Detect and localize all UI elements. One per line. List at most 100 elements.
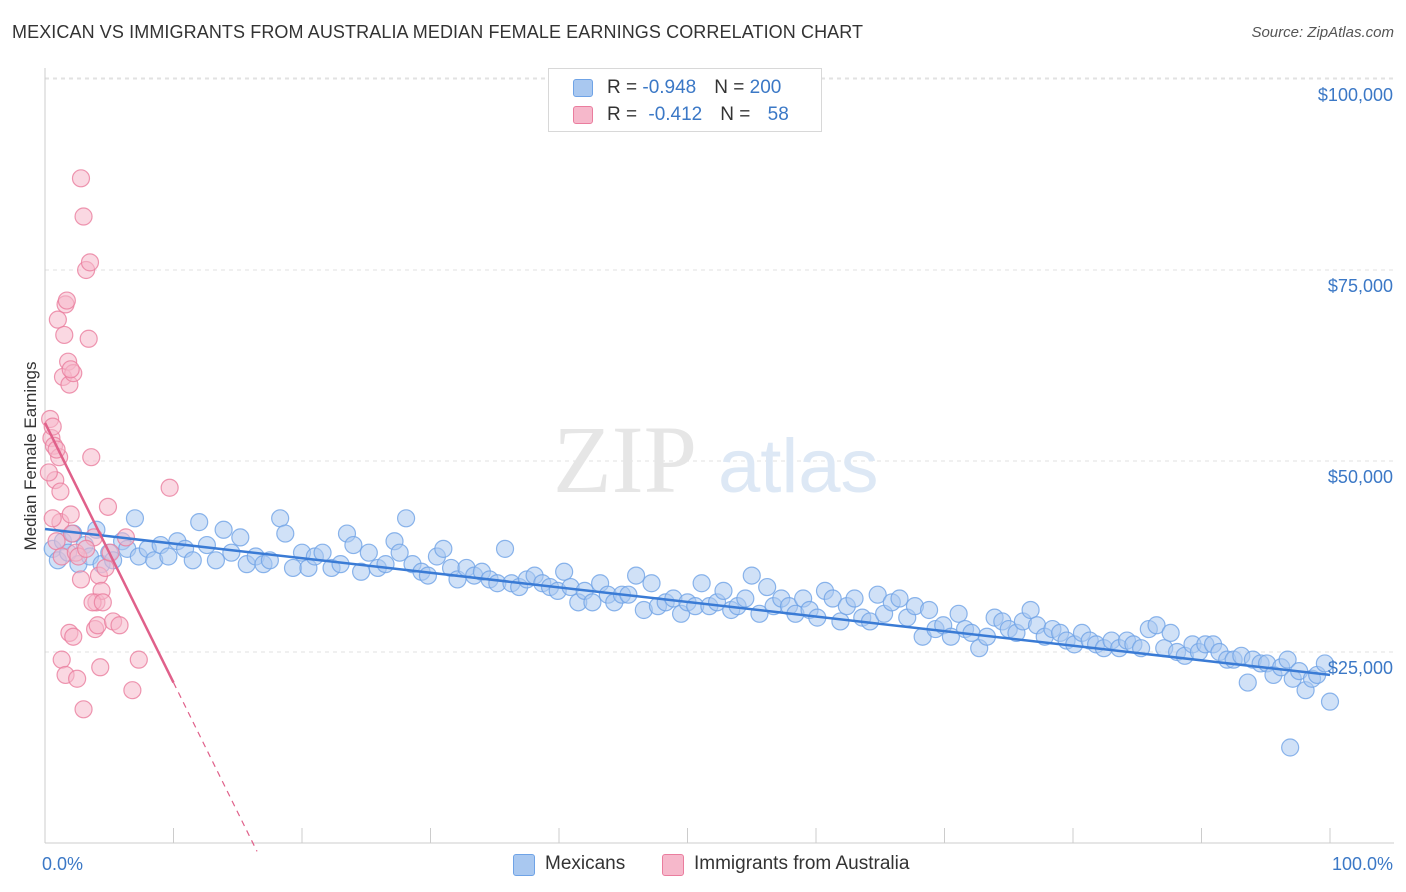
data-point — [222, 543, 241, 562]
data-point — [396, 509, 416, 528]
source-label: Source: ZipAtlas.com — [1251, 24, 1394, 41]
data-point — [1315, 654, 1334, 673]
data-point — [919, 600, 939, 620]
data-point — [88, 616, 107, 635]
watermark-atlas: atlas — [718, 424, 879, 509]
data-point — [129, 650, 148, 669]
data-point — [845, 589, 864, 608]
data-point — [949, 604, 968, 623]
data-point — [758, 577, 777, 597]
data-point — [74, 207, 93, 226]
watermark-zip: ZIP — [553, 406, 697, 513]
data-point — [231, 528, 250, 547]
n-label: N = — [720, 104, 756, 125]
y-tick-label: $75,000 — [1328, 276, 1393, 296]
data-point — [418, 566, 438, 585]
y-axis-title: Median Female Earnings — [21, 362, 40, 551]
data-point — [359, 543, 378, 562]
r-label: R = — [607, 77, 643, 98]
data-point — [110, 616, 129, 635]
series-australia — [39, 169, 179, 719]
legend-swatch-australia — [573, 106, 593, 124]
data-point — [68, 669, 87, 688]
data-point — [890, 589, 909, 608]
correlation-legend: R = -0.948 N = 200 R = -0.412 N = 58 — [548, 68, 822, 132]
data-point — [555, 562, 574, 581]
data-point — [1320, 692, 1340, 711]
n-label: N = — [714, 77, 750, 98]
y-tick-label: $100,000 — [1318, 85, 1393, 105]
trend-line-australia — [43, 422, 175, 684]
data-point — [214, 520, 233, 539]
legend-row-mexicans: R = -0.948 N = 200 — [573, 75, 781, 101]
data-point — [1021, 600, 1040, 620]
data-point — [61, 505, 80, 524]
data-point — [736, 589, 755, 608]
legend-row-australia: R = -0.412 N = 58 — [573, 102, 789, 128]
data-point — [55, 325, 74, 345]
trend-line-mexicans — [44, 527, 1331, 677]
data-point — [714, 581, 733, 600]
data-point — [434, 539, 453, 558]
data-point — [197, 535, 217, 555]
data-point — [71, 570, 91, 589]
legend-label-australia: Immigrants from Australia — [694, 853, 910, 874]
data-point — [376, 555, 395, 574]
data-point — [283, 558, 303, 578]
data-point — [57, 291, 76, 310]
data-point — [823, 589, 842, 608]
data-point — [79, 329, 98, 348]
data-point — [64, 627, 83, 646]
data-point — [1147, 616, 1166, 635]
data-point — [52, 650, 71, 669]
r-value-australia: -0.412 — [648, 104, 703, 125]
data-point — [583, 593, 602, 612]
legend-label-mexicans: Mexicans — [545, 853, 626, 874]
data-point — [190, 513, 209, 532]
data-point — [206, 551, 226, 570]
data-point — [692, 574, 711, 593]
legend-swatch-mexicans — [513, 854, 535, 876]
data-point — [123, 681, 142, 700]
data-point — [642, 574, 661, 593]
chart-title: MEXICAN VS IMMIGRANTS FROM AUSTRALIA MED… — [12, 22, 864, 42]
data-point — [344, 535, 363, 555]
n-value-australia: 58 — [767, 104, 789, 125]
data-point — [80, 253, 100, 272]
y-tick-label: $25,000 — [1328, 658, 1393, 678]
data-point — [43, 509, 62, 528]
data-point — [51, 482, 70, 501]
series-mexicans — [43, 509, 1340, 757]
r-label: R = — [607, 104, 643, 125]
data-point — [93, 593, 112, 612]
data-point — [91, 658, 110, 677]
data-point — [1161, 623, 1180, 643]
data-point — [48, 310, 67, 329]
data-point — [831, 612, 850, 631]
tick-labels: $25,000 $50,000 $75,000 $100,000 0.0% 100.0% — [42, 85, 1393, 874]
data-point — [1281, 738, 1300, 757]
data-point — [183, 551, 202, 570]
data-point — [390, 543, 409, 562]
data-point — [47, 532, 66, 551]
data-point — [71, 169, 91, 188]
legend-swatch-australia — [662, 854, 684, 876]
axes — [44, 68, 1394, 844]
data-points — [39, 169, 1340, 757]
legend-swatch-mexicans — [573, 79, 593, 97]
data-point — [98, 497, 118, 516]
x-tick-label: 100.0% — [1332, 854, 1393, 874]
data-point — [271, 509, 290, 528]
trend-lines — [43, 422, 1331, 852]
data-point — [74, 700, 93, 719]
data-point — [159, 547, 178, 566]
data-point — [77, 539, 96, 558]
data-point — [160, 478, 179, 497]
x-tick-label: 0.0% — [42, 854, 83, 874]
watermark: ZIP atlas — [553, 406, 879, 513]
trend-line-australia-extension — [172, 682, 258, 852]
data-point — [96, 558, 115, 578]
data-point — [125, 509, 145, 528]
data-point — [61, 360, 80, 379]
